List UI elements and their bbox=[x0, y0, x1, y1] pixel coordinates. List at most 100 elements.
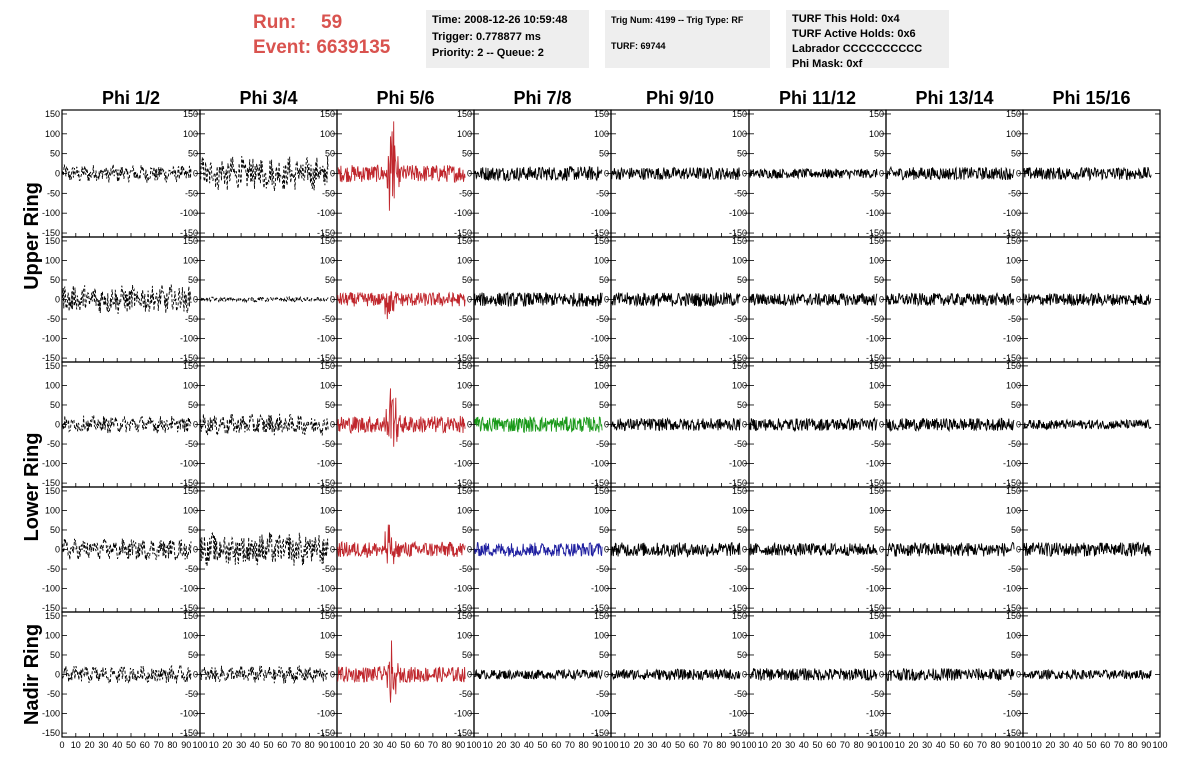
y-tick-label: 50 bbox=[50, 400, 60, 410]
y-tick-label: -50 bbox=[185, 564, 198, 574]
y-tick-label: 150 bbox=[320, 361, 335, 371]
y-tick-label: 100 bbox=[594, 380, 609, 390]
x-tick-label: 70 bbox=[977, 740, 987, 750]
y-tick-label: -100 bbox=[317, 584, 335, 594]
y-tick-label: 50 bbox=[737, 525, 747, 535]
y-tick-label: 100 bbox=[320, 129, 335, 139]
y-tick-label: -100 bbox=[591, 334, 609, 344]
x-tick-label: 40 bbox=[1073, 740, 1083, 750]
y-tick-label: 100 bbox=[320, 380, 335, 390]
y-tick-label: 50 bbox=[874, 275, 884, 285]
y-tick-label: 50 bbox=[325, 650, 335, 660]
x-tick-label: 100 bbox=[466, 740, 481, 750]
x-tick-label: 70 bbox=[428, 740, 438, 750]
y-tick-label: -50 bbox=[47, 689, 60, 699]
y-tick-label: -150 bbox=[180, 353, 198, 363]
y-tick-label: 50 bbox=[50, 275, 60, 285]
y-tick-label: -150 bbox=[866, 728, 884, 738]
y-tick-label: 50 bbox=[188, 650, 198, 660]
waveform-trace bbox=[474, 166, 603, 182]
x-tick-label: 100 bbox=[1152, 740, 1167, 750]
x-tick-label: 70 bbox=[1114, 740, 1124, 750]
y-tick-label: 150 bbox=[1006, 611, 1021, 621]
y-tick-label: -50 bbox=[871, 689, 884, 699]
waveform-trace bbox=[749, 167, 878, 180]
y-tick-label: 150 bbox=[183, 236, 198, 246]
y-tick-label: 150 bbox=[1006, 486, 1021, 496]
y-tick-label: 50 bbox=[462, 275, 472, 285]
y-tick-label: 100 bbox=[183, 255, 198, 265]
x-tick-label: 90 bbox=[1141, 740, 1151, 750]
y-tick-label: -50 bbox=[734, 439, 747, 449]
y-tick-label: 150 bbox=[594, 611, 609, 621]
x-tick-label: 90 bbox=[592, 740, 602, 750]
y-tick-label: -150 bbox=[591, 478, 609, 488]
y-tick-label: -150 bbox=[1003, 353, 1021, 363]
y-tick-label: 50 bbox=[874, 400, 884, 410]
y-tick-label: 50 bbox=[1011, 650, 1021, 660]
y-tick-label: 0 bbox=[879, 545, 884, 555]
waveform-trace bbox=[749, 667, 878, 681]
y-tick-label: -150 bbox=[729, 603, 747, 613]
x-tick-label: 40 bbox=[799, 740, 809, 750]
x-tick-label: 80 bbox=[442, 740, 452, 750]
x-tick-label: 30 bbox=[1059, 740, 1069, 750]
y-tick-label: -50 bbox=[1008, 188, 1021, 198]
y-tick-label: -100 bbox=[729, 208, 747, 218]
y-tick-label: 0 bbox=[604, 295, 609, 305]
y-tick-label: -50 bbox=[596, 689, 609, 699]
y-tick-label: 100 bbox=[45, 129, 60, 139]
y-tick-label: 150 bbox=[183, 109, 198, 119]
waveform-trace bbox=[474, 291, 603, 308]
x-tick-label: 60 bbox=[963, 740, 973, 750]
y-tick-label: -50 bbox=[322, 689, 335, 699]
y-tick-label: 100 bbox=[594, 129, 609, 139]
y-tick-label: 150 bbox=[45, 361, 60, 371]
waveform-trace bbox=[62, 284, 192, 314]
y-tick-label: -100 bbox=[729, 334, 747, 344]
x-tick-label: 80 bbox=[579, 740, 589, 750]
y-tick-label: 0 bbox=[467, 420, 472, 430]
y-tick-label: 50 bbox=[737, 149, 747, 159]
y-tick-label: 100 bbox=[45, 505, 60, 515]
row-title: Upper Ring bbox=[21, 182, 43, 290]
y-tick-label: -50 bbox=[459, 314, 472, 324]
row-title: Nadir Ring bbox=[21, 624, 43, 725]
waveform-trace bbox=[337, 524, 466, 565]
time-line: Time: 2008-12-26 10:59:48 bbox=[432, 14, 568, 26]
y-tick-label: 0 bbox=[1016, 420, 1021, 430]
y-tick-label: 100 bbox=[183, 380, 198, 390]
priority-line: Priority: 2 -- Queue: 2 bbox=[432, 47, 544, 59]
y-tick-label: 0 bbox=[742, 420, 747, 430]
column-title: Phi 3/4 bbox=[239, 88, 297, 108]
y-tick-label: 100 bbox=[869, 129, 884, 139]
y-tick-label: -150 bbox=[317, 728, 335, 738]
y-tick-label: 0 bbox=[330, 670, 335, 680]
y-tick-label: -100 bbox=[1003, 709, 1021, 719]
y-tick-label: -100 bbox=[317, 709, 335, 719]
y-tick-label: -100 bbox=[866, 584, 884, 594]
y-tick-label: 100 bbox=[320, 630, 335, 640]
y-tick-label: -100 bbox=[729, 459, 747, 469]
y-tick-label: -150 bbox=[1003, 728, 1021, 738]
y-tick-label: 100 bbox=[732, 255, 747, 265]
y-tick-label: 50 bbox=[599, 400, 609, 410]
y-tick-label: 100 bbox=[45, 630, 60, 640]
y-tick-label: -150 bbox=[454, 603, 472, 613]
y-tick-label: 150 bbox=[457, 486, 472, 496]
y-tick-label: -50 bbox=[871, 564, 884, 574]
y-tick-label: 0 bbox=[55, 295, 60, 305]
y-tick-label: 50 bbox=[188, 525, 198, 535]
y-tick-label: -100 bbox=[1003, 459, 1021, 469]
y-tick-label: 100 bbox=[869, 630, 884, 640]
y-tick-label: 150 bbox=[183, 361, 198, 371]
y-tick-label: -150 bbox=[1003, 228, 1021, 238]
y-tick-label: 100 bbox=[594, 505, 609, 515]
x-tick-label: 100 bbox=[1015, 740, 1030, 750]
waveform-trace bbox=[200, 295, 329, 304]
turf-num-line: TURF: 69744 bbox=[611, 41, 666, 51]
event-label: Event: bbox=[253, 37, 312, 58]
y-tick-label: 50 bbox=[325, 525, 335, 535]
x-tick-label: 90 bbox=[181, 740, 191, 750]
x-tick-label: 80 bbox=[716, 740, 726, 750]
